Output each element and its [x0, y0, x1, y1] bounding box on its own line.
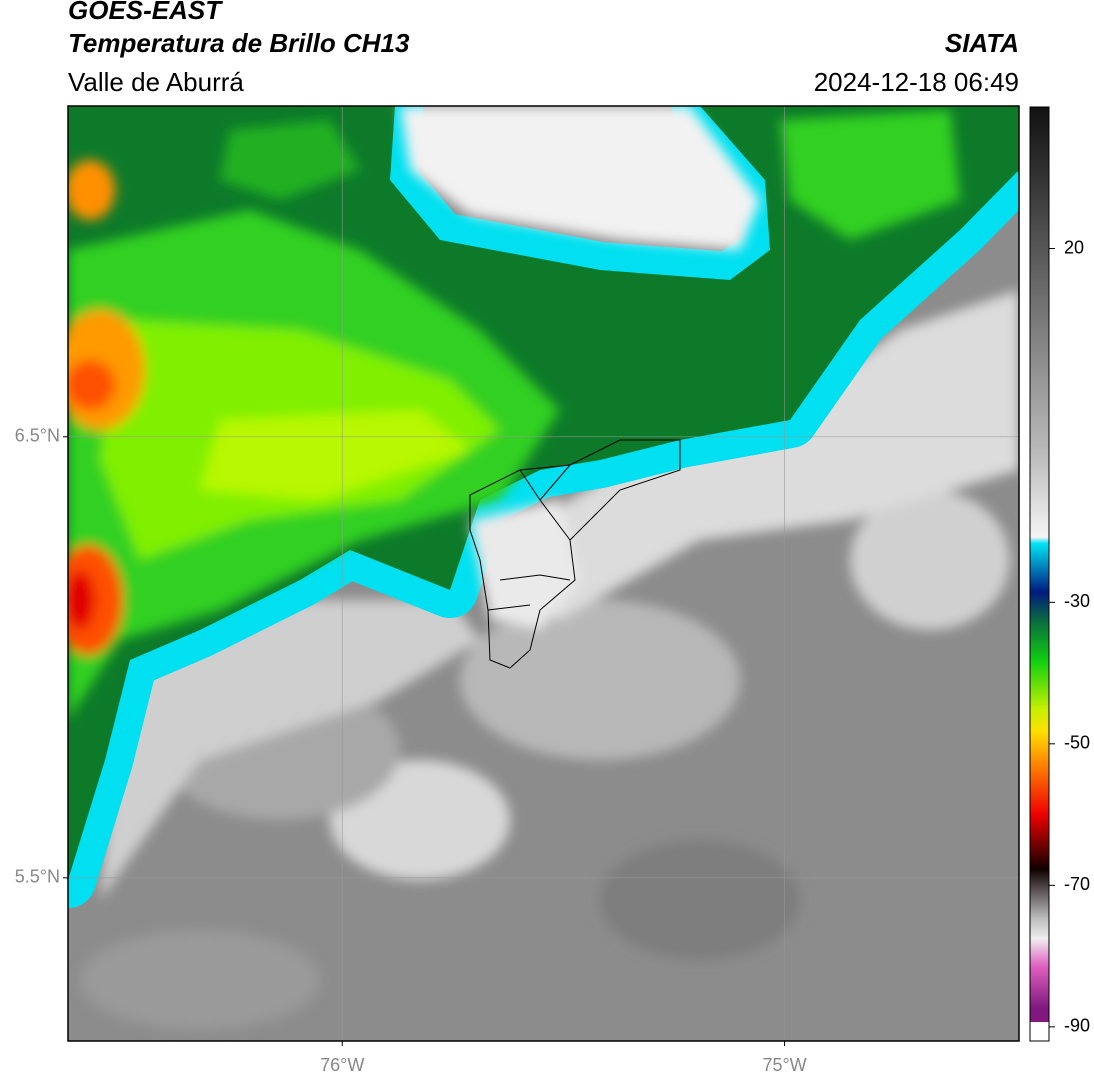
region: Valle de Aburrá — [68, 67, 244, 97]
y-tick-label: 6.5°N — [15, 426, 60, 446]
y-tick-label: 5.5°N — [15, 867, 60, 887]
colorbar-tick-label: -50 — [1064, 733, 1090, 753]
x-tick-label: 75°W — [762, 1055, 806, 1075]
title-line1: GOES-EAST — [68, 0, 223, 25]
colorbar-tick-label: -30 — [1064, 591, 1090, 611]
grid — [68, 106, 1019, 1041]
colorbar — [1030, 107, 1049, 1022]
colorbar-tick-label: 20 — [1064, 237, 1084, 257]
colorbar-frame — [1029, 106, 1050, 1042]
title: Temperatura de Brillo CH13 — [68, 28, 410, 58]
satellite-image — [68, 106, 1019, 1041]
timestamp: 2024-12-18 06:49 — [814, 67, 1019, 97]
x-tick-label: 76°W — [320, 1055, 364, 1075]
source: SIATA — [945, 28, 1019, 58]
colorbar-tick-label: -90 — [1064, 1016, 1090, 1036]
colorbar-extension — [1030, 1022, 1049, 1041]
map-frame — [67, 105, 1020, 1042]
colorbar-tick-label: -70 — [1064, 874, 1090, 894]
